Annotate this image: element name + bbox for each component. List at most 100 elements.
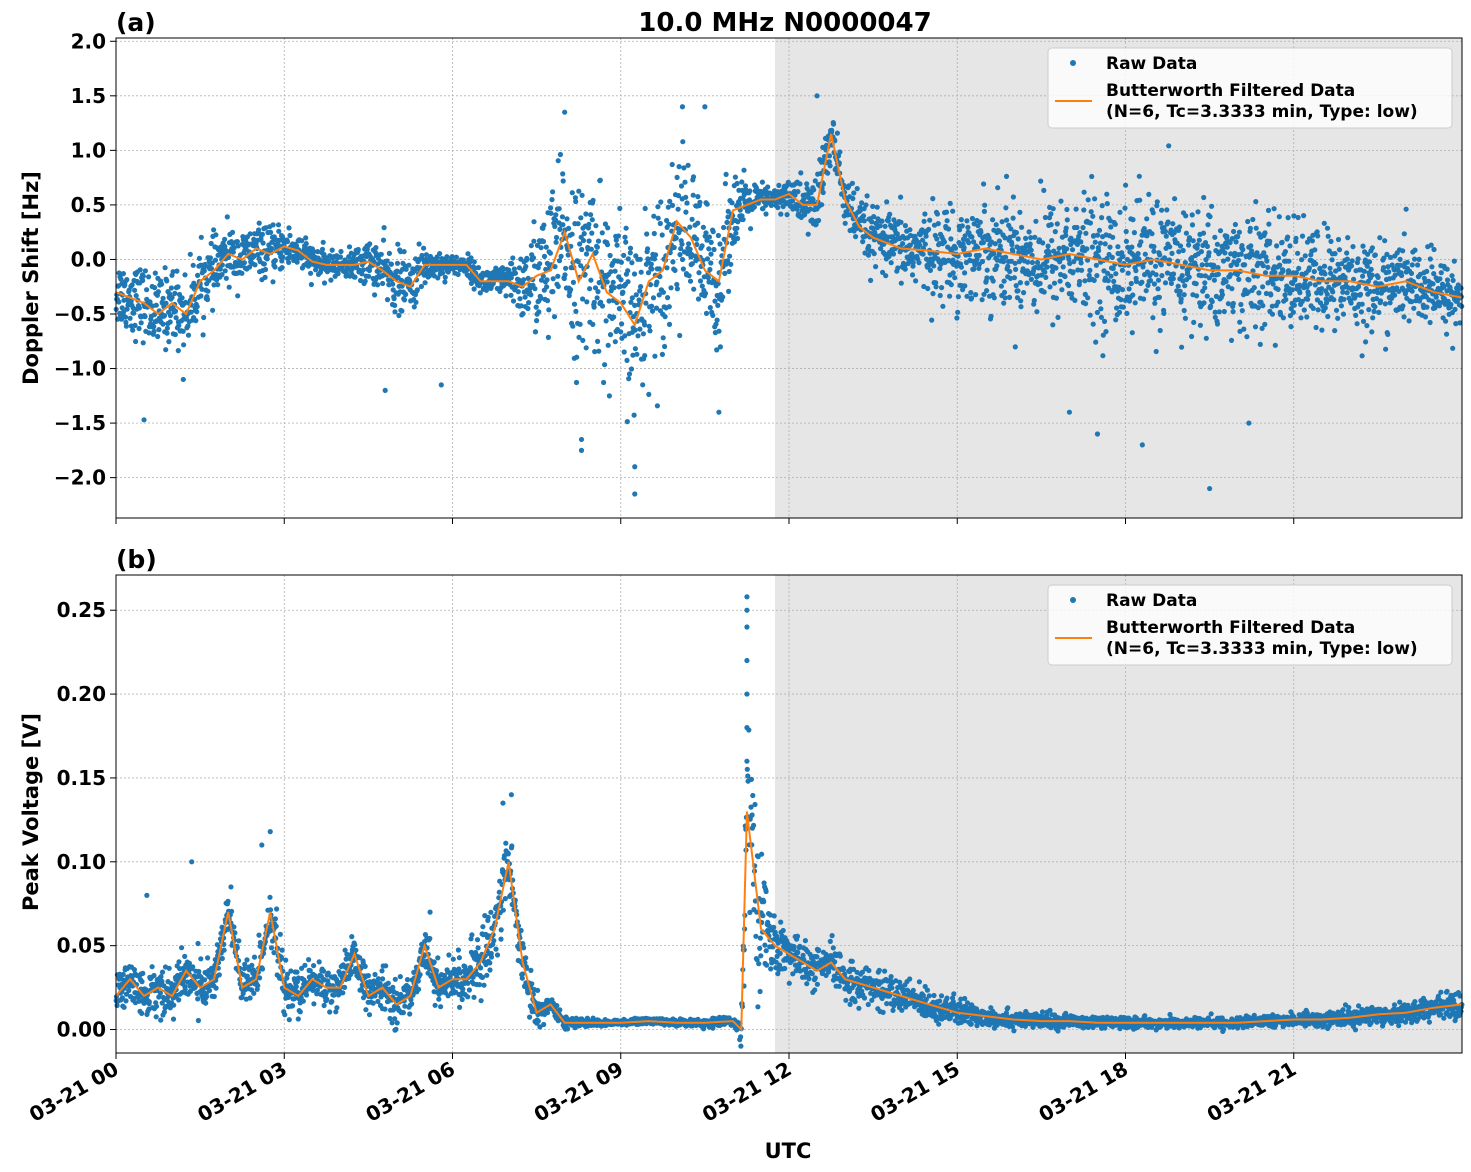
raw-data-point xyxy=(624,419,630,425)
raw-data-point xyxy=(1431,246,1437,253)
raw-data-point xyxy=(273,923,279,929)
raw-data-point xyxy=(834,130,841,136)
raw-data-point xyxy=(372,971,378,978)
raw-data-point xyxy=(1348,300,1354,306)
raw-data-point xyxy=(1108,224,1114,230)
raw-data-point xyxy=(1409,262,1415,268)
raw-data-point xyxy=(533,304,539,310)
raw-data-point xyxy=(1253,199,1259,205)
raw-data-point xyxy=(1361,268,1367,274)
raw-data-point xyxy=(230,249,236,255)
raw-data-point xyxy=(569,190,575,196)
raw-data-point xyxy=(827,163,833,169)
raw-data-point xyxy=(229,229,236,235)
raw-data-point xyxy=(346,244,353,250)
raw-data-point xyxy=(1325,313,1331,320)
raw-data-point xyxy=(732,174,739,180)
raw-data-point xyxy=(1172,196,1178,202)
raw-data-point xyxy=(1042,269,1048,275)
raw-data-point xyxy=(1152,300,1158,306)
raw-data-point xyxy=(550,289,556,295)
raw-data-point xyxy=(235,243,241,249)
raw-data-point xyxy=(526,300,532,306)
raw-data-point xyxy=(795,189,801,195)
raw-data-point xyxy=(660,289,667,295)
raw-data-point xyxy=(860,239,866,245)
raw-data-point xyxy=(559,214,566,220)
raw-data-point xyxy=(630,352,636,358)
panel-a-legend: Raw Data Butterworth Filtered Data (N=6,… xyxy=(1047,47,1453,129)
raw-data-point xyxy=(1054,221,1060,227)
raw-data-point xyxy=(270,279,276,285)
raw-data-point xyxy=(973,292,979,298)
raw-data-point xyxy=(704,201,710,207)
raw-data-point xyxy=(816,217,822,224)
raw-data-point xyxy=(685,162,691,168)
raw-data-point xyxy=(706,234,713,240)
raw-data-point xyxy=(175,284,181,290)
raw-data-point xyxy=(216,972,222,978)
raw-data-point xyxy=(1109,254,1115,260)
raw-data-point xyxy=(480,924,486,930)
raw-data-point xyxy=(1232,221,1238,228)
raw-data-point xyxy=(1252,324,1259,330)
y-tick-label: 0.0 xyxy=(71,247,106,271)
raw-data-point xyxy=(643,300,649,306)
raw-data-point xyxy=(573,198,579,205)
raw-data-point xyxy=(560,178,566,184)
raw-data-point xyxy=(1151,281,1157,287)
raw-data-point xyxy=(657,220,663,227)
raw-data-point xyxy=(565,1026,571,1032)
raw-data-point xyxy=(1193,281,1199,287)
raw-data-point xyxy=(1170,271,1177,277)
raw-data-point xyxy=(139,979,145,985)
raw-data-outlier xyxy=(1207,485,1213,492)
raw-data-point xyxy=(303,992,310,998)
raw-data-point xyxy=(1092,239,1098,245)
raw-data-point xyxy=(406,262,412,268)
raw-data-point xyxy=(628,299,634,305)
raw-data-point xyxy=(306,957,312,963)
y-tick-label: 0.5 xyxy=(71,193,106,217)
raw-data-point xyxy=(671,244,677,251)
raw-data-point xyxy=(261,261,267,267)
raw-data-point xyxy=(1175,283,1181,289)
raw-data-point xyxy=(203,994,210,1000)
raw-data-point xyxy=(460,257,466,263)
raw-data-point xyxy=(1437,276,1443,282)
raw-data-point xyxy=(554,1003,560,1009)
raw-data-outlier xyxy=(814,93,820,99)
raw-data-point xyxy=(1099,215,1105,221)
raw-data-point xyxy=(950,208,956,214)
raw-data-point xyxy=(1092,196,1098,202)
raw-data-point xyxy=(1260,284,1266,290)
raw-data-point xyxy=(1264,258,1270,264)
raw-data-point xyxy=(471,286,477,292)
raw-data-point xyxy=(198,234,204,240)
raw-data-point xyxy=(540,273,546,279)
raw-data-point xyxy=(340,990,346,996)
raw-data-point xyxy=(579,246,585,253)
raw-data-point xyxy=(1382,301,1388,307)
raw-data-point xyxy=(151,972,157,979)
raw-data-point xyxy=(640,382,646,388)
raw-data-point xyxy=(999,219,1005,225)
raw-data-point xyxy=(1322,305,1328,311)
raw-data-point xyxy=(199,286,205,292)
raw-data-point xyxy=(984,275,990,281)
raw-data-point xyxy=(1208,303,1214,309)
raw-data-point xyxy=(1089,244,1095,250)
raw-data-point xyxy=(1282,292,1288,298)
raw-data-point xyxy=(584,299,590,305)
raw-data-point xyxy=(1155,286,1161,292)
raw-data-point xyxy=(502,896,508,902)
raw-data-point xyxy=(699,243,705,249)
raw-data-point xyxy=(981,208,988,214)
raw-data-point xyxy=(153,1014,159,1020)
raw-data-point xyxy=(604,279,610,285)
raw-data-point xyxy=(1132,300,1138,306)
raw-data-point xyxy=(1066,282,1072,289)
raw-data-point xyxy=(548,205,554,211)
raw-data-point xyxy=(537,261,543,267)
raw-data-point xyxy=(435,955,441,961)
